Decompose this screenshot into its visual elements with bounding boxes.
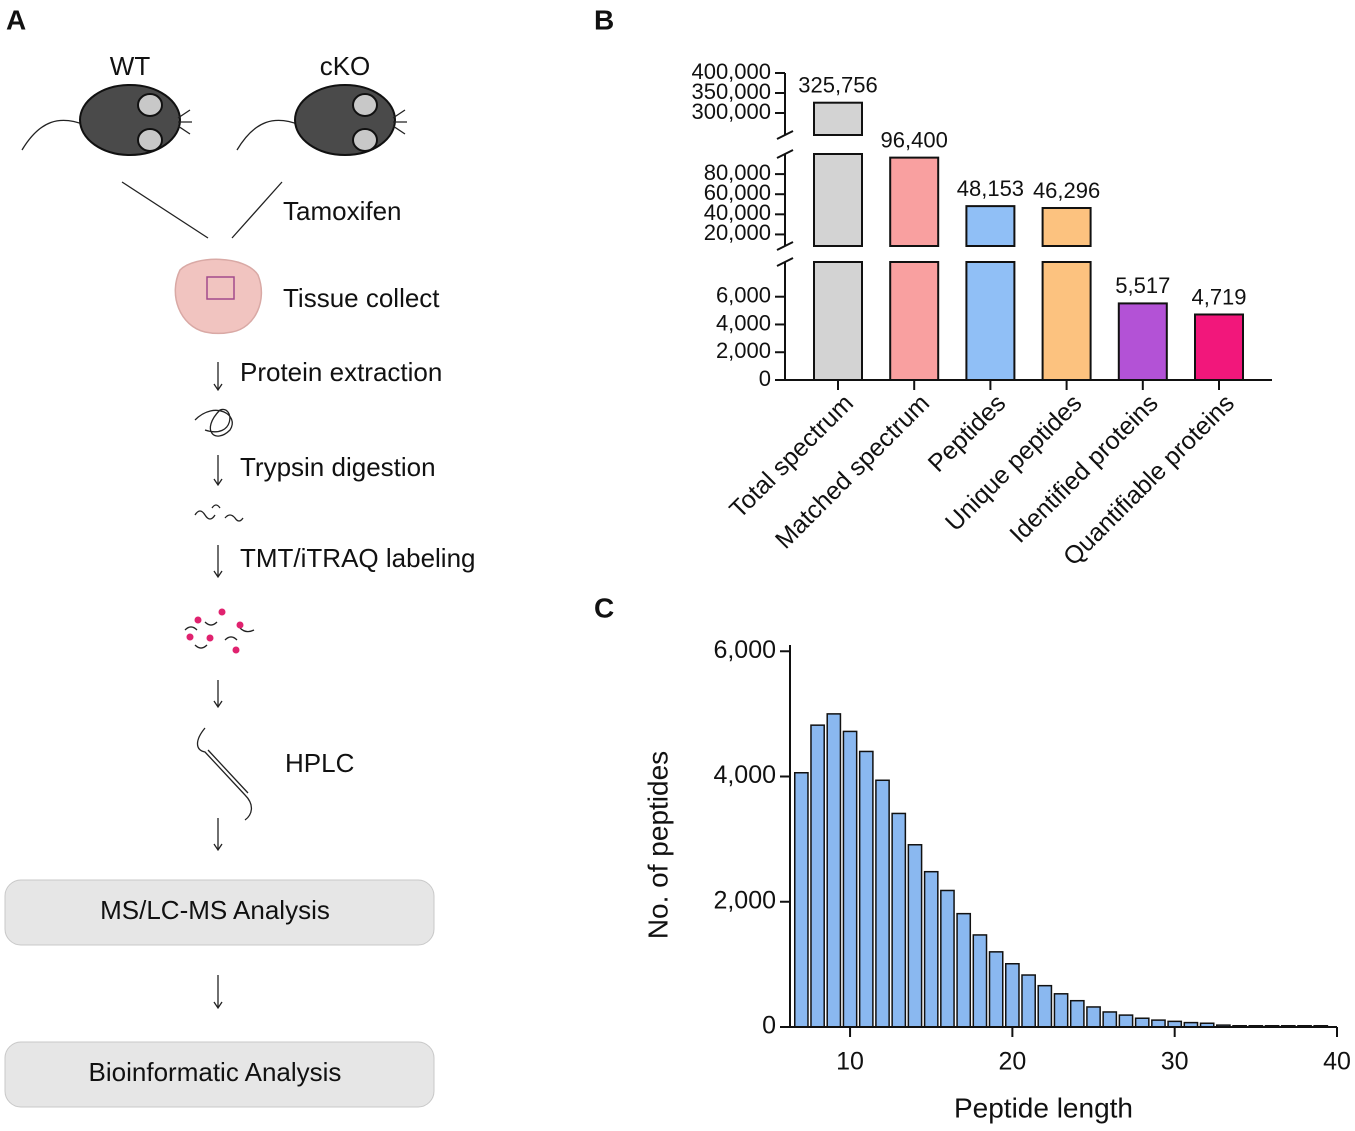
step-label: Protein extraction (240, 357, 442, 387)
step-label: Tissue collect (283, 283, 440, 313)
y-tick-label: 6,000 (716, 283, 771, 308)
panel-label: C (594, 592, 614, 623)
arrow (213, 455, 223, 487)
histogram-bar (858, 750, 874, 1028)
axis-break (776, 130, 794, 140)
x-tick-label: 30 (1161, 1048, 1189, 1076)
peptide-icon (194, 504, 244, 522)
axis-break (776, 149, 794, 159)
histogram-bar (972, 934, 988, 1028)
histogram-bar (875, 779, 890, 1028)
tissue-icon (174, 258, 263, 335)
mouse-icon (21, 84, 192, 156)
bar (813, 153, 863, 247)
labeled-peptide-icon (184, 608, 255, 654)
histogram-bar (1086, 1006, 1101, 1028)
bar (965, 205, 1016, 247)
panel-label: B (594, 4, 614, 35)
histogram-bar (988, 951, 1004, 1028)
y-tick-label: 40,000 (704, 200, 771, 225)
axis-break (776, 241, 794, 251)
analysis-box (4, 879, 435, 946)
protein-icon (194, 408, 233, 437)
y-tick-label: 0 (759, 366, 771, 391)
value-label: 5,517 (1115, 273, 1170, 298)
x-tick-label: 20 (998, 1048, 1026, 1076)
step-label: Trypsin digestion (240, 452, 436, 482)
bar (889, 261, 940, 381)
value-label: 48,153 (957, 176, 1024, 201)
panel-label: A (6, 4, 26, 35)
bar (1041, 261, 1092, 381)
x-tick-label: 10 (836, 1048, 864, 1076)
histogram-bar (1005, 963, 1020, 1028)
analysis-box (4, 1041, 435, 1108)
box-label: MS/LC-MS Analysis (100, 895, 330, 925)
mouse-icon (236, 84, 407, 156)
bar (813, 101, 863, 136)
axis-break (776, 257, 794, 267)
histogram-bar (1102, 1011, 1118, 1028)
y-tick-label: 4,000 (716, 310, 771, 335)
y-axis-title: No. of peptides (642, 751, 673, 939)
y-tick-label: 60,000 (704, 180, 771, 205)
histogram-bar (842, 730, 858, 1028)
y-tick-label: 350,000 (691, 79, 771, 104)
arrow (213, 545, 223, 579)
histogram-bar (1118, 1014, 1134, 1028)
histogram-bar (891, 812, 907, 1028)
y-tick-label: 0 (762, 1012, 776, 1040)
histogram-bar (826, 713, 842, 1028)
histogram-bar (1053, 993, 1069, 1028)
histogram-bar (810, 724, 825, 1028)
histogram-bar (1151, 1019, 1166, 1028)
arrow (213, 362, 223, 392)
value-label: 4,719 (1191, 284, 1246, 309)
bar (889, 156, 940, 247)
y-tick-label: 4,000 (713, 761, 776, 789)
bar (1041, 206, 1092, 248)
arrow (121, 181, 283, 239)
y-tick-label: 400,000 (691, 59, 771, 84)
box-label: Bioinformatic Analysis (89, 1057, 342, 1087)
histogram-bar (1021, 974, 1036, 1028)
histogram-bar (1134, 1017, 1150, 1028)
hplc-icon (196, 727, 253, 821)
histogram-bar (907, 844, 923, 1028)
bar (1117, 302, 1168, 382)
bar (965, 261, 1016, 381)
value-label: 96,400 (881, 127, 948, 152)
y-tick-label: 6,000 (713, 636, 776, 664)
histogram-bar (923, 870, 939, 1028)
y-tick-label: 20,000 (704, 220, 771, 245)
arrow (213, 975, 223, 1010)
value-label: 325,756 (798, 73, 878, 98)
arrow (213, 680, 223, 709)
x-tick-label: 40 (1323, 1048, 1351, 1076)
value-label: 46,296 (1033, 178, 1100, 203)
histogram-bar (940, 889, 955, 1028)
step-label: HPLC (285, 748, 354, 778)
y-tick-label: 2,000 (716, 338, 771, 363)
y-tick-label: 80,000 (704, 160, 771, 185)
bar (813, 261, 863, 381)
x-tick-label: Unique peptides (940, 389, 1088, 537)
mouse-label: WT (110, 51, 151, 81)
step-label: TMT/iTRAQ labeling (240, 543, 476, 573)
mouse-label: cKO (320, 51, 371, 81)
histogram-bar (1037, 984, 1053, 1028)
treatment-label: Tamoxifen (283, 196, 402, 226)
y-tick-label: 2,000 (713, 886, 776, 914)
histogram-bar (956, 912, 972, 1028)
arrow (213, 818, 223, 852)
bar (1194, 313, 1244, 381)
histogram-bar (1069, 999, 1085, 1028)
y-tick-label: 300,000 (691, 99, 771, 124)
histogram-bar (793, 772, 809, 1028)
x-axis-title: Peptide length (954, 1092, 1133, 1123)
